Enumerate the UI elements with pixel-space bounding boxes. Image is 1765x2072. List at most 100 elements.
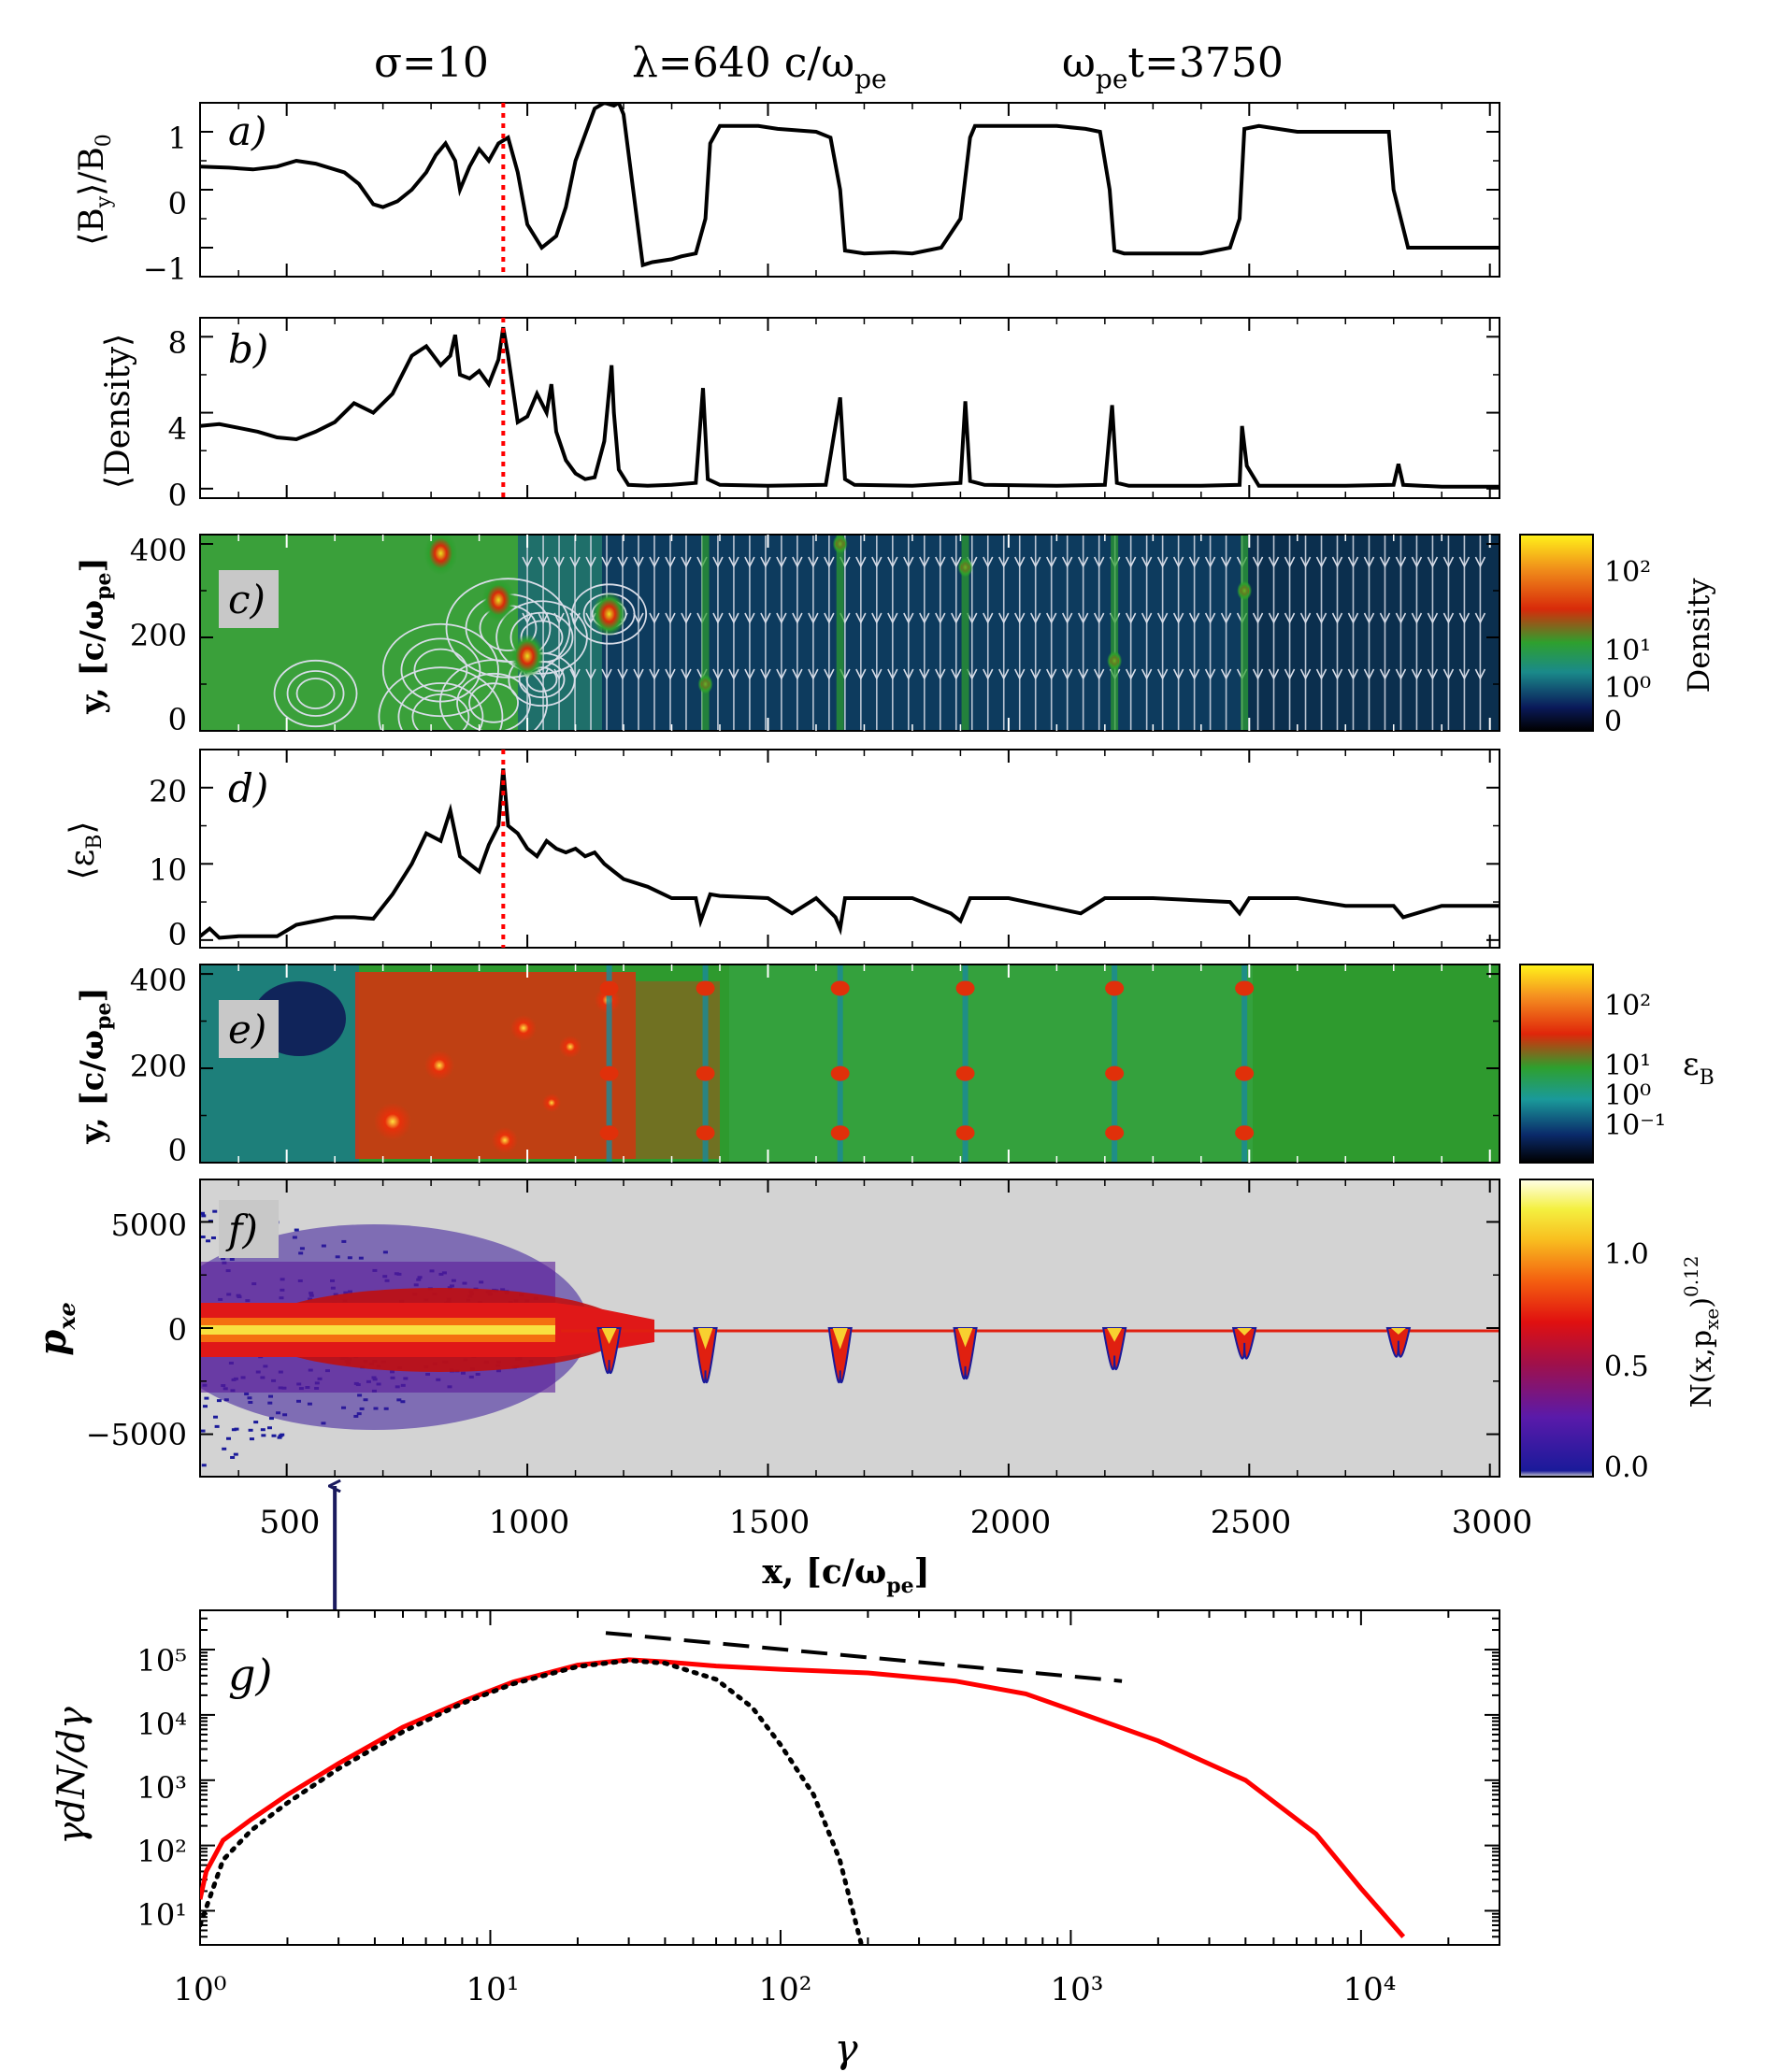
- particle-dot: [231, 1428, 237, 1432]
- streamline-arrow: [1125, 668, 1137, 680]
- streamline-arrow: [1172, 612, 1184, 624]
- field-hotspot: [510, 1015, 537, 1041]
- panel-e-label-box: [219, 1000, 279, 1058]
- panel-d: d) 20 10 0 ⟨εB⟩: [64, 749, 1500, 952]
- streamline-arrow: [871, 556, 882, 568]
- panel-c-frame: [199, 534, 1500, 732]
- field-stripe-spot: [599, 1065, 619, 1081]
- panel-c-map: [200, 535, 1500, 731]
- streamline-arrow: [760, 556, 771, 568]
- panel-e-colorbar-label-01: 10⁻¹: [1604, 1109, 1666, 1142]
- streamline-arrow: [1077, 556, 1089, 568]
- streamline-arrow: [935, 668, 946, 680]
- streamline-arrow: [633, 612, 644, 624]
- field-loop: [378, 666, 504, 731]
- streamline-arrow: [1427, 556, 1439, 568]
- panel-g: g) 10⁵ 10⁴ 10³ 10² 10¹ 10⁰ 10¹ 10² 10³ 1…: [50, 1609, 1500, 2071]
- particle-dot: [230, 1455, 236, 1459]
- streamline-arrow: [983, 556, 994, 568]
- phase-dip: [1385, 1327, 1412, 1358]
- x-tick-1000: 1000: [489, 1504, 570, 1541]
- streamline-arrow: [1093, 556, 1105, 568]
- streamline-arrow: [998, 556, 1010, 568]
- field-loop: [571, 583, 648, 645]
- streamline-arrow: [649, 556, 660, 568]
- streamline-arrow: [1125, 556, 1137, 568]
- streamline-arrow: [808, 668, 819, 680]
- streamline-arrow: [744, 668, 755, 680]
- panel-d-epsb-line: [200, 768, 1500, 940]
- phase-dip: [827, 1327, 853, 1384]
- streamline-arrow: [1252, 668, 1264, 680]
- panel-a-ytick-1: 1: [168, 121, 187, 156]
- streamline-arrow: [1347, 556, 1359, 568]
- phase-dip: [953, 1327, 978, 1380]
- panel-e-map: [200, 965, 1500, 1163]
- particle-dot: [200, 1211, 206, 1215]
- streamline-arrow: [1188, 556, 1200, 568]
- panel-c-ticks: [200, 535, 1500, 732]
- field-stripe: [606, 965, 612, 1163]
- spectrum-series-maxwellian: [200, 1658, 864, 1945]
- particle-dot: [213, 1415, 219, 1419]
- streamline-arrow: [1395, 612, 1407, 624]
- streamline-arrow: [1363, 612, 1375, 624]
- particle-dot: [266, 1426, 272, 1430]
- panel-c-bg-far: [1248, 535, 1500, 731]
- particle-dot: [214, 1424, 220, 1428]
- streamline-arrow: [903, 612, 914, 624]
- field-hotspot: [424, 1050, 454, 1080]
- streamline-arrow: [903, 668, 914, 680]
- panel-f-core-yellow: [200, 1325, 555, 1335]
- panel-b-ylabel: ⟨Density⟩: [99, 334, 137, 489]
- panel-g-xtick-1e1: 10¹: [466, 1971, 520, 2008]
- particle-dot: [233, 1452, 238, 1456]
- field-stripe-spot: [599, 1125, 619, 1141]
- panel-c-bg-transition: [518, 535, 602, 731]
- streamline-arrow: [1347, 668, 1359, 680]
- streamline-arrow: [1315, 612, 1327, 624]
- streamline-arrow: [871, 668, 882, 680]
- phase-dip: [1231, 1327, 1257, 1360]
- streamline-arrow: [681, 668, 692, 680]
- x-axis-label: x, [c/ωpe]: [762, 1552, 929, 1598]
- particle-dot: [201, 1214, 207, 1218]
- streamline-arrow: [538, 556, 549, 568]
- panel-c-ytick-0: 0: [168, 702, 187, 737]
- panel-f-colorbar-label-10: 1.0: [1604, 1238, 1649, 1271]
- panel-e-colorbar-title: εB: [1683, 1046, 1715, 1090]
- field-stripe-spot: [696, 980, 715, 996]
- spectrum-series-power-law: [605, 1631, 1123, 1683]
- panel-a-ytick-m1: −1: [143, 251, 187, 287]
- panel-e-frame: [199, 964, 1500, 1164]
- field-hotspot: [559, 1036, 581, 1058]
- streamline-arrow: [585, 556, 596, 568]
- streamline-arrow: [887, 612, 898, 624]
- field-loop: [456, 672, 531, 731]
- panel-c-label-box: [219, 570, 279, 628]
- streamline-arrow: [1172, 556, 1184, 568]
- streamline-arrow: [871, 612, 882, 624]
- streamline-arrow: [903, 556, 914, 568]
- streamline-arrow: [1442, 668, 1455, 680]
- panel-g-label: g): [228, 1650, 272, 1700]
- particle-dot: [261, 1434, 266, 1437]
- particle-dot: [248, 1428, 253, 1432]
- streamline-arrow: [1411, 612, 1423, 624]
- panel-d-ytick-20: 20: [149, 774, 187, 809]
- panel-a-by-line: [200, 103, 1500, 268]
- streamline-arrow: [1284, 612, 1296, 624]
- panel-g-ytick-1e1: 10¹: [136, 1897, 187, 1933]
- streamline-arrow: [553, 556, 565, 568]
- panel-b-density-line: [200, 326, 1500, 489]
- streamline-arrow: [919, 556, 930, 568]
- streamline-arrow: [633, 668, 644, 680]
- streamline-arrow: [1156, 556, 1169, 568]
- streamline-arrow: [855, 556, 867, 568]
- streamline-arrow: [1188, 612, 1200, 624]
- streamline-arrow: [538, 612, 549, 624]
- particle-dot: [260, 1428, 265, 1432]
- streamline-arrow: [1125, 612, 1137, 624]
- field-stripe-spot: [1105, 1065, 1125, 1081]
- field-stripe: [1241, 965, 1248, 1163]
